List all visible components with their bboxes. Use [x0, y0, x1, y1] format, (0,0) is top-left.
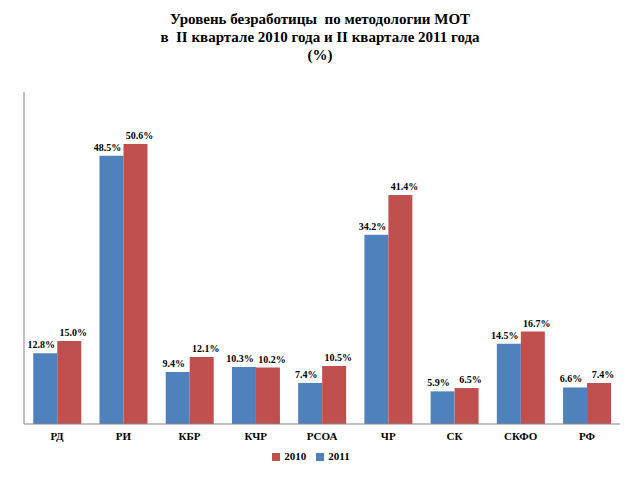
svg-text:12.1%: 12.1% [192, 343, 220, 354]
svg-text:РИ: РИ [116, 430, 132, 442]
svg-text:10.3%: 10.3% [226, 353, 254, 364]
svg-text:10.5%: 10.5% [324, 352, 352, 363]
svg-text:6.5%: 6.5% [459, 374, 482, 385]
svg-text:10.2%: 10.2% [258, 354, 286, 365]
html-text:2010: 2010 [284, 450, 307, 462]
svg-text:5.9%: 5.9% [427, 377, 450, 388]
svg-text:50.6%: 50.6% [126, 130, 154, 141]
svg-text:КБР: КБР [179, 430, 201, 442]
svg-text:15.0%: 15.0% [60, 327, 88, 338]
svg-text:РД: РД [51, 430, 65, 442]
svg-text:КЧР: КЧР [244, 430, 267, 442]
svg-text:9.4%: 9.4% [162, 358, 185, 369]
svg-text:12.8%: 12.8% [28, 339, 56, 350]
html-text:Уровень безработицы по методол: Уровень безработицы по методологии МОТ [169, 11, 471, 27]
svg-text:6.6%: 6.6% [560, 373, 583, 384]
svg-text:16.7%: 16.7% [523, 318, 551, 329]
svg-text:ЧР: ЧР [381, 430, 396, 442]
svg-text:48.5%: 48.5% [94, 142, 122, 153]
svg-text:7.4%: 7.4% [592, 369, 615, 380]
html-text:2011: 2011 [328, 450, 350, 462]
html-text:в II квартале 2010 года и II к: в II квартале 2010 года и II квартале 20… [160, 29, 480, 45]
svg-text:7.4%: 7.4% [295, 369, 318, 380]
svg-text:СК: СК [446, 430, 462, 442]
svg-text:РСОА: РСОА [307, 430, 338, 442]
svg-text:34.2%: 34.2% [359, 221, 387, 232]
svg-text:СКФО: СКФО [504, 430, 538, 442]
svg-text:41.4%: 41.4% [391, 181, 419, 192]
svg-text:РФ: РФ [579, 430, 596, 442]
svg-text:14.5%: 14.5% [491, 330, 519, 341]
